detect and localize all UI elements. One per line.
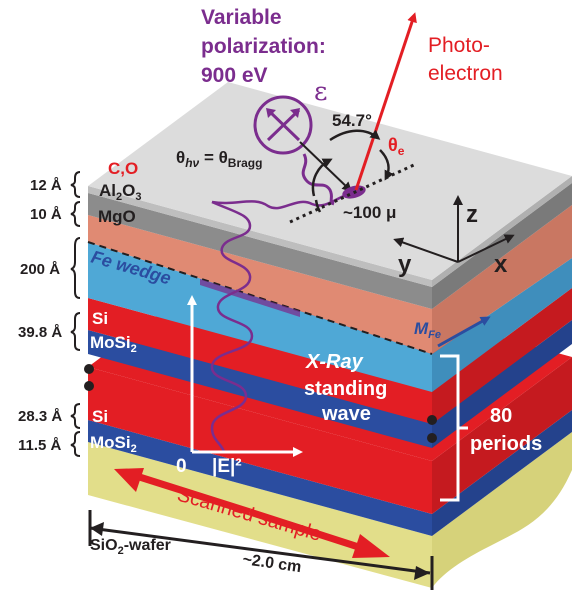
contamination-front bbox=[88, 186, 432, 287]
si-top-side bbox=[432, 288, 572, 424]
thickness-al2o3: 12 Å bbox=[30, 177, 62, 194]
thickness-mosi-bottom: 11.5 Å bbox=[18, 437, 62, 454]
mgo-side bbox=[432, 205, 572, 354]
incident-beam-wave-lower bbox=[211, 192, 351, 210]
si-top-label: Si bbox=[92, 309, 108, 328]
theta-e-arc bbox=[379, 149, 394, 181]
thickness-fe: 200 Å bbox=[20, 261, 60, 278]
magic-angle-arc bbox=[329, 129, 381, 142]
scan-arrowhead-right bbox=[352, 534, 390, 558]
contamination-label: C,O bbox=[108, 159, 138, 178]
fe-wedge-side bbox=[432, 258, 572, 392]
polarization-arrowhead-b bbox=[266, 108, 276, 118]
top-surface bbox=[88, 82, 572, 280]
polarization-vector-label: ε bbox=[314, 77, 327, 107]
brace-si-bottom bbox=[70, 403, 81, 429]
photoelectron-label-line2: electron bbox=[428, 62, 503, 85]
polarization-arrow-b bbox=[266, 108, 301, 142]
mosi2-top-side bbox=[432, 320, 572, 448]
mosi2-bottom-label: MoSi2 bbox=[90, 433, 137, 455]
width-arrowhead-left bbox=[90, 522, 104, 536]
si-bottom-side bbox=[432, 357, 572, 514]
periods-dot-1 bbox=[427, 415, 437, 425]
brace-si-top bbox=[70, 312, 81, 351]
e-field-zero-label: 0 bbox=[176, 456, 187, 477]
scan-arrowhead-left bbox=[114, 468, 144, 492]
beam-title-line1: Variable bbox=[201, 6, 282, 29]
standing-wave-line2: standing bbox=[304, 378, 387, 400]
polarization-ellipse-icon bbox=[253, 95, 313, 155]
x-axis bbox=[457, 234, 515, 263]
scan-arrow-left bbox=[126, 470, 252, 516]
si-bottom-label: Si bbox=[92, 407, 108, 426]
x-axis-label: x bbox=[494, 251, 508, 278]
bragg-condition-label: θhν = θBragg bbox=[176, 148, 262, 170]
standing-wave-curve bbox=[210, 200, 254, 453]
periods-label: periods bbox=[470, 433, 542, 455]
bragg-angle-arc-end bbox=[314, 199, 322, 213]
thickness-si-bottom: 28.3 Å bbox=[18, 408, 62, 425]
magnetization-arrow bbox=[437, 316, 491, 348]
e-field-label: |E|² bbox=[212, 456, 242, 477]
wafer-side-face bbox=[432, 432, 572, 588]
brace-mosi-bottom bbox=[70, 431, 81, 457]
mosi2-bottom-front bbox=[88, 420, 432, 536]
brace-fe bbox=[70, 237, 81, 299]
photoelectron-label-line1: Photo- bbox=[428, 34, 490, 57]
al2o3-side bbox=[432, 183, 572, 309]
z-axis-label: z bbox=[466, 201, 478, 228]
spot-size-label: ~100 μ bbox=[343, 203, 396, 222]
thickness-si-top: 39.8 Å bbox=[18, 324, 62, 341]
periods-dot-2 bbox=[427, 433, 437, 443]
mosi2-bottom-side bbox=[432, 410, 572, 536]
brace-al2o3 bbox=[70, 171, 81, 198]
photoelectron-arrow bbox=[354, 12, 417, 191]
beam-title-line2: polarization: bbox=[201, 35, 326, 58]
bragg-angle-arc bbox=[311, 158, 333, 197]
left-dot-2 bbox=[84, 381, 94, 391]
contamination-side bbox=[432, 176, 572, 287]
surface-dotted-line bbox=[289, 162, 417, 224]
theta-e-label: θe bbox=[388, 135, 405, 158]
fe-wedge-front bbox=[88, 242, 432, 392]
thickness-mgo: 10 Å bbox=[30, 206, 62, 223]
mgo-front bbox=[88, 215, 432, 354]
width-arrowhead-right bbox=[414, 566, 430, 580]
periods-count: 80 bbox=[490, 405, 512, 427]
wedge-boundary-dashed-line bbox=[87, 241, 433, 355]
magic-angle-label: 54.7° bbox=[332, 111, 372, 130]
al2o3-front bbox=[88, 193, 432, 309]
brace-mgo bbox=[70, 201, 81, 227]
mosi2-top-label: MoSi2 bbox=[90, 333, 137, 355]
left-dot-1 bbox=[84, 364, 94, 374]
width-dimension-line bbox=[89, 526, 431, 575]
beam-title-line3: 900 eV bbox=[201, 64, 268, 87]
standing-wave-line1: X-Ray bbox=[305, 351, 364, 373]
y-axis bbox=[393, 237, 459, 263]
polarization-arrowhead-a bbox=[290, 108, 300, 118]
magnetization-label: MFe bbox=[414, 319, 441, 341]
wafer-label: SiO2-wafer bbox=[90, 537, 171, 557]
si-top-front bbox=[88, 298, 432, 424]
y-axis-label: y bbox=[398, 251, 412, 278]
incident-beam-wave bbox=[301, 153, 335, 206]
mgo-label: MgO bbox=[98, 207, 136, 226]
si-bottom-front bbox=[88, 367, 432, 514]
mosi2-top-front bbox=[88, 330, 432, 448]
fe-wave-overlay bbox=[200, 279, 300, 317]
standing-wave-line3: wave bbox=[321, 403, 371, 425]
al2o3-label: Al2O3 bbox=[99, 181, 141, 203]
scan-arrow-right bbox=[248, 508, 378, 556]
